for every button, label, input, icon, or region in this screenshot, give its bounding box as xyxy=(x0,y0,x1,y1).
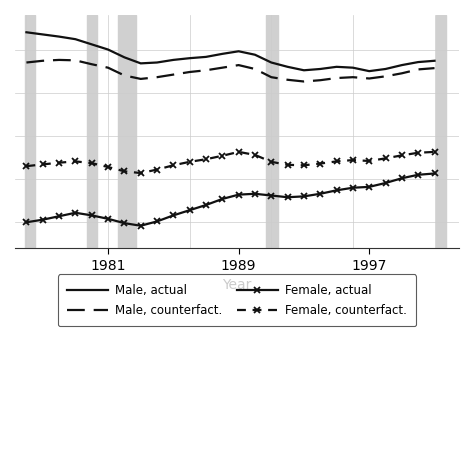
Bar xyxy=(436,15,446,248)
Legend: Male, actual, Male, counterfact., Female, actual, Female, counterfact.: Male, actual, Male, counterfact., Female… xyxy=(57,274,417,326)
Bar xyxy=(266,15,278,248)
X-axis label: Year: Year xyxy=(222,278,252,292)
Bar xyxy=(87,15,97,248)
Bar xyxy=(118,15,136,248)
Bar xyxy=(25,15,35,248)
